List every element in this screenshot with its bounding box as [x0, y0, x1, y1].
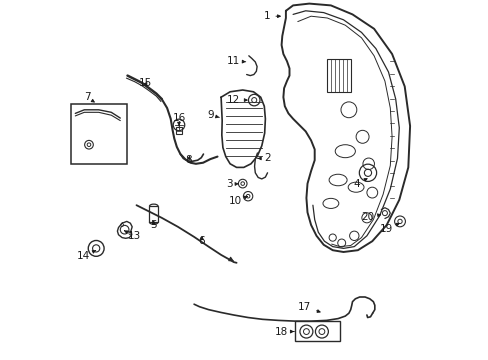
Text: 13: 13 [124, 231, 141, 241]
Bar [176, 127, 182, 134]
Bar [294, 321, 339, 341]
Text: 9: 9 [207, 110, 219, 120]
Text: 15: 15 [139, 78, 152, 88]
Text: 3: 3 [226, 179, 238, 189]
Text: 2: 2 [258, 153, 270, 163]
Text: 7: 7 [83, 92, 94, 102]
Text: 8: 8 [185, 155, 192, 165]
Text: 12: 12 [226, 95, 246, 105]
Bar [326, 59, 350, 92]
Bar [149, 206, 158, 222]
Text: 16: 16 [172, 113, 185, 126]
Text: 6: 6 [198, 236, 205, 246]
Text: 19: 19 [379, 223, 398, 234]
Text: 20: 20 [361, 212, 380, 222]
Text: 5: 5 [150, 220, 157, 230]
Text: 4: 4 [353, 179, 366, 189]
Text: 17: 17 [297, 302, 320, 312]
Bar [71, 104, 126, 164]
Text: 10: 10 [228, 196, 247, 206]
Text: 14: 14 [77, 251, 96, 261]
Text: 18: 18 [275, 327, 293, 337]
Text: 11: 11 [226, 56, 245, 66]
Text: 1: 1 [263, 11, 280, 21]
